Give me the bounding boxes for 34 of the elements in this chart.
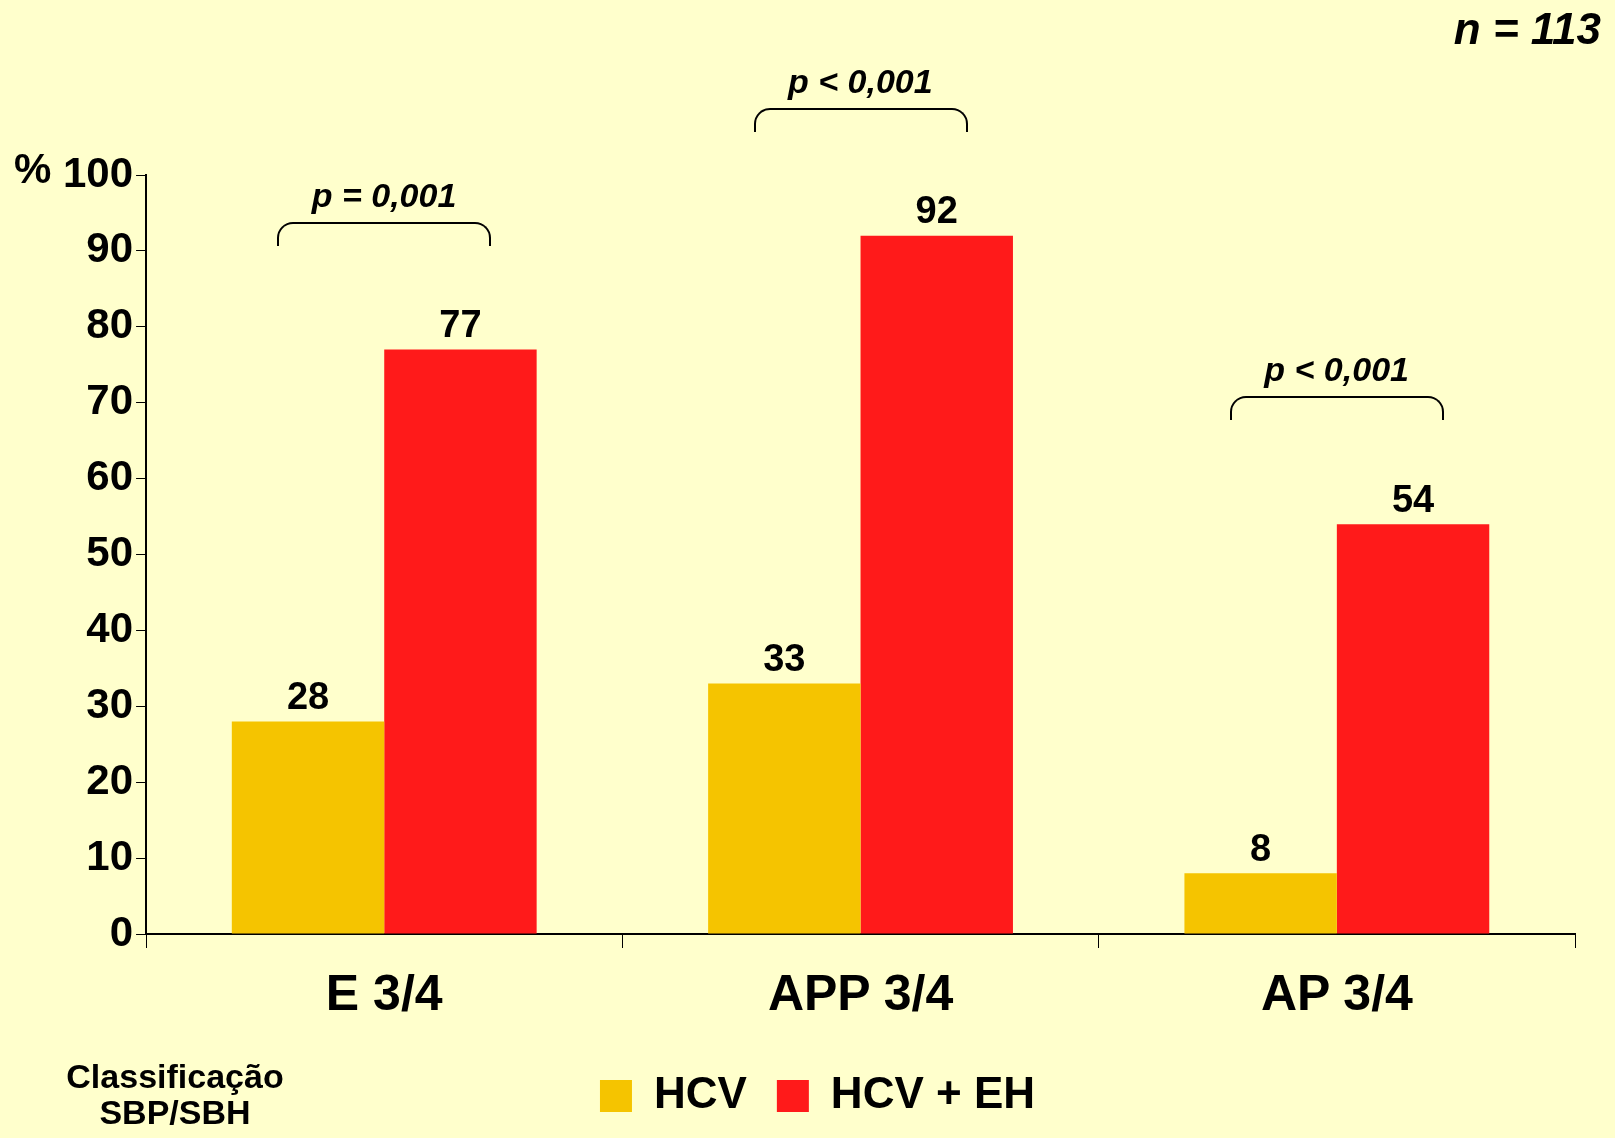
y-tick-label: 90 (86, 224, 134, 272)
legend-label: HCV (653, 1068, 748, 1118)
text: Classificação SBP/SBH (65, 1057, 285, 1131)
y-tick-label: 40 (86, 603, 134, 651)
annotation: p < 0,001 (1264, 350, 1409, 390)
bar (708, 683, 861, 934)
data-label: 33 (763, 637, 806, 680)
text: n = 113 (1453, 4, 1601, 54)
y-tick-label: 20 (86, 755, 134, 803)
y-tick-label: 70 (86, 376, 134, 424)
bar (384, 349, 537, 934)
y-tick-label: 0 (109, 907, 134, 955)
data-label: 77 (439, 303, 482, 346)
data-label: 8 (1250, 826, 1272, 869)
data-label: 28 (286, 674, 330, 717)
bar (860, 235, 1013, 934)
y-tick-label: 10 (86, 831, 134, 879)
text: p < 0,001 (788, 61, 933, 101)
y-tick-label: 60 (86, 452, 134, 500)
y-tick-label: 100 (63, 148, 134, 196)
x-tick-label: E 3/4 (325, 964, 443, 1021)
y-tick-label: 30 (86, 679, 134, 727)
y-axis-title: % (14, 145, 52, 193)
x-tick-label: APP 3/4 (767, 964, 954, 1021)
bar (1336, 524, 1490, 934)
y-tick-label: 80 (86, 300, 134, 348)
annotation: p = 0,001 (311, 175, 457, 215)
y-tick-label: 50 (86, 528, 134, 576)
x-tick-label: AP 3/4 (1260, 964, 1414, 1021)
legend-label: HCV + EH (830, 1068, 1036, 1118)
bar (231, 721, 385, 934)
bar (1184, 873, 1337, 934)
data-label: 54 (1391, 477, 1435, 520)
data-label: 92 (915, 189, 958, 232)
